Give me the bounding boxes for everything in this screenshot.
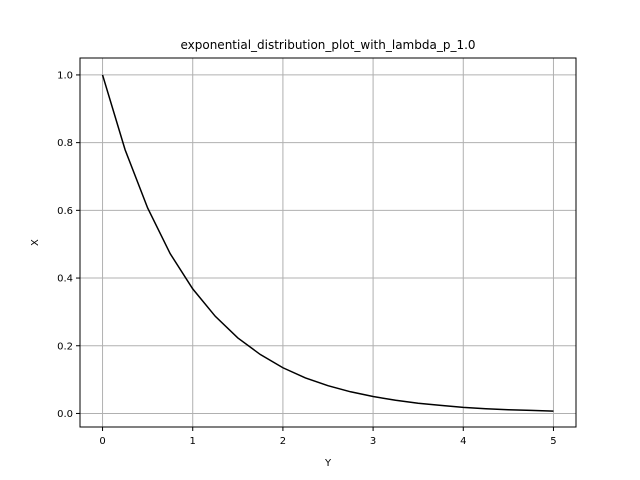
x-tick-label: 1 xyxy=(190,436,196,447)
x-tick-label: 4 xyxy=(460,436,466,447)
y-axis-label: X xyxy=(30,239,41,246)
x-tick-label: 2 xyxy=(280,436,286,447)
y-tick-label: 0.0 xyxy=(57,409,73,420)
y-tick-label: 0.2 xyxy=(57,341,73,352)
y-tick-label: 0.8 xyxy=(57,138,73,149)
plot-frame xyxy=(79,57,577,428)
chart-title: exponential_distribution_plot_with_lambd… xyxy=(180,38,475,52)
y-tick-label: 0.6 xyxy=(57,206,73,217)
y-tick-label: 0.4 xyxy=(57,274,73,285)
x-tick-label: 5 xyxy=(550,436,556,447)
axis-ticks: 0 1 2 3 4 5 0.0 0.2 0.4 0.6 0.8 1.0 xyxy=(57,70,557,447)
grid-lines xyxy=(80,58,576,427)
y-tick-label: 1.0 xyxy=(57,70,73,81)
x-tick-label: 0 xyxy=(99,436,105,447)
x-axis-label: Y xyxy=(324,458,332,469)
x-tick-label: 3 xyxy=(370,436,376,447)
series-line xyxy=(101,74,554,412)
